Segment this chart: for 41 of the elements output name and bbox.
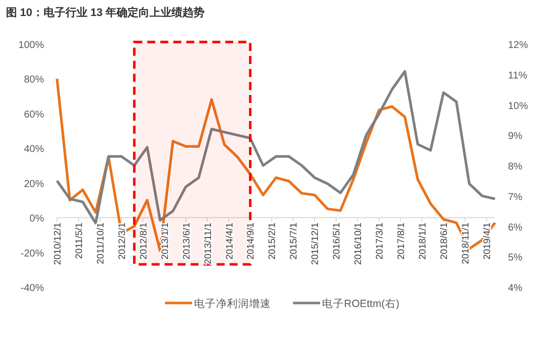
x-tick-label: 2013/11/1 bbox=[202, 222, 214, 264]
y2-tick-label: 10% bbox=[508, 100, 528, 112]
y-tick-label: 20% bbox=[24, 178, 44, 190]
y-tick-label: -20% bbox=[20, 248, 44, 260]
y2-tick-label: 4% bbox=[508, 283, 523, 294]
x-tick-label: 2017/8/1 bbox=[396, 222, 408, 260]
y-tick-label: 60% bbox=[24, 109, 44, 120]
title: 图 10：电子行业 13 年确定向上业绩趋势 bbox=[6, 7, 205, 19]
x-tick-label: 2014/9/1 bbox=[246, 222, 257, 260]
legend-label: 电子净利润增速 bbox=[194, 297, 271, 310]
x-tick-label: 2010/12/1 bbox=[52, 222, 64, 265]
x-tick-label: 2012/8/1 bbox=[138, 222, 150, 260]
y2-tick-label: 5% bbox=[508, 252, 523, 264]
x-tick-label: 2011/10/1 bbox=[95, 222, 106, 264]
legend-label: 电子ROEttm(右) bbox=[322, 297, 400, 310]
x-tick-label: 2014/4/1 bbox=[224, 222, 236, 260]
y2-tick-label: 11% bbox=[508, 70, 528, 82]
x-tick-label: 2015/7/1 bbox=[288, 222, 300, 260]
y-tick-label: 0% bbox=[30, 214, 44, 225]
x-tick-label: 2015/12/1 bbox=[310, 222, 322, 265]
x-tick-label: 2013/1/1 bbox=[160, 222, 171, 260]
y-tick-label: 100% bbox=[18, 40, 44, 51]
y2-tick-label: 9% bbox=[508, 131, 523, 142]
x-tick-label: 2019/4/1 bbox=[482, 222, 493, 260]
y2-tick-label: 12% bbox=[508, 40, 528, 51]
y2-tick-label: 8% bbox=[508, 162, 523, 172]
x-tick-label: 2016/5/1 bbox=[332, 222, 343, 260]
y2-tick-label: 7% bbox=[508, 192, 523, 203]
y2-tick-label: 6% bbox=[508, 222, 523, 234]
x-tick-label: 2013/6/1 bbox=[181, 222, 192, 260]
y-tick-label: -40% bbox=[20, 283, 44, 294]
x-tick-label: 2016/10/1 bbox=[353, 222, 364, 265]
x-tick-label: 2018/1/1 bbox=[418, 222, 428, 260]
y-tick-label: 80% bbox=[24, 74, 44, 86]
x-tick-label: 2011/5/1 bbox=[74, 222, 85, 259]
x-tick-label: 2017/3/1 bbox=[374, 222, 386, 260]
x-tick-label: 2012/3/1 bbox=[116, 222, 128, 260]
x-tick-label: 2015/2/1 bbox=[267, 222, 278, 260]
y-tick-label: 40% bbox=[24, 144, 44, 156]
x-tick-label: 2018/11/1 bbox=[460, 222, 472, 264]
x-tick-label: 2018/6/1 bbox=[438, 222, 450, 260]
